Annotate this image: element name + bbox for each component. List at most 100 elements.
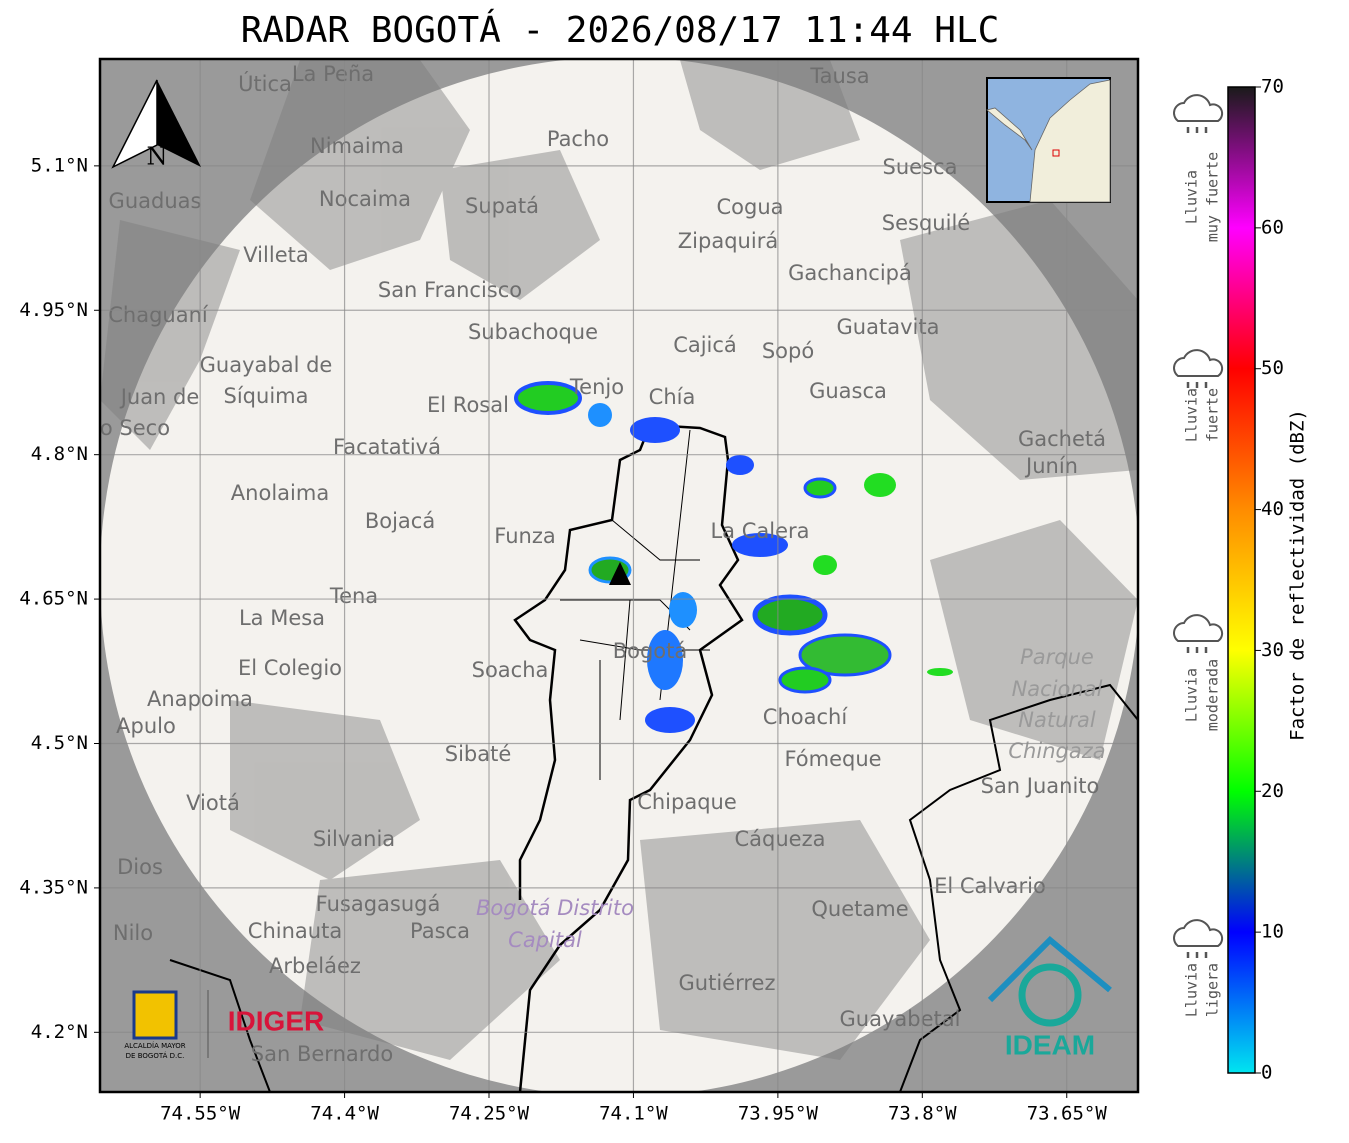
x-tick-label: 74.25°W [449,1103,530,1125]
colorbar [1227,86,1256,1074]
x-tick-label: 73.65°W [1027,1103,1108,1125]
place-label: Nilo [113,921,153,945]
y-tick-label: 4.8°N [31,443,88,465]
place-label: Soacha [472,658,549,682]
y-tick-label: 4.2°N [31,1021,88,1043]
place-label: Útica [238,71,292,96]
place-label: Guasca [809,379,887,403]
place-label: Nacional [1012,677,1103,701]
place-label: Cogua [716,195,783,219]
place-label: Supatá [465,194,539,218]
inset-map [986,77,1111,203]
y-tick-label: 4.95°N [19,299,88,321]
north-label: N [147,143,168,171]
x-tick-label: 74.4°W [310,1103,379,1125]
place-label: El Colegio [238,656,342,680]
colorbar-tick-label: 10 [1261,921,1284,943]
logo-text: DE BOGOTÁ D.C. [126,1051,185,1060]
place-label: Choachí [763,705,849,729]
rain-drops [1186,127,1208,133]
colorbar-tick-label: 50 [1261,357,1284,379]
place-label: San Francisco [378,278,522,302]
logo-text: IDIGER [228,1005,324,1036]
place-label: La Calera [710,519,809,543]
place-label: Bogotá Distrito [476,896,634,920]
rain-icon [1173,919,1224,947]
place-label: Anolaima [231,481,329,505]
y-tick-label: 4.65°N [19,588,88,610]
place-label: El Calvario [934,874,1046,898]
place-label: Gachetá [1018,427,1106,451]
place-label: Pasca [410,919,470,943]
place-label: La Mesa [239,606,325,630]
north-arrow: N [111,79,201,171]
place-label: Gachancipá [788,261,912,285]
colorbar-tick-label: 60 [1261,216,1284,238]
place-label: o Seco [100,416,170,440]
place-label: Chaguaní [108,303,209,327]
place-label: Cáqueza [735,827,826,851]
place-label: Cajicá [673,333,737,357]
place-label: Chingaza [1008,739,1105,763]
place-label: San Juanito [981,774,1100,798]
colorbar-tick-label: 70 [1261,76,1284,98]
place-label: Nocaima [319,187,411,211]
place-label: Quetame [811,897,908,921]
place-label: Apulo [116,714,176,738]
rain-legend-label: fuerte [1204,388,1222,442]
rain-legend-label: muy fuerte [1204,152,1222,242]
map-frame [98,57,1140,1094]
radar-site [609,562,631,585]
rain-legend-label: ligera [1204,963,1222,1017]
x-tick-label: 73.95°W [738,1103,819,1125]
place-label: Fómeque [784,747,881,771]
place-label: Tena [329,584,378,608]
place-label: Bogotá [613,639,688,663]
rain-icon [1173,349,1224,377]
place-label: Viotá [186,791,240,815]
place-label: Junín [1024,454,1078,478]
place-label: Natural [1018,708,1096,732]
y-tick-label: 4.35°N [19,876,88,898]
place-label: Silvania [313,827,395,851]
place-label: Chipaque [637,790,737,814]
colorbar-tick-label: 40 [1261,498,1284,520]
place-label: Dios [117,855,163,879]
logo-text: IDEAM [1005,1029,1095,1060]
rain-legend-label: Lluvia [1183,668,1201,722]
place-label: Sibaté [445,742,512,766]
rain-legend-label: Lluvia [1183,963,1201,1017]
rain-legend-label: Lluvia [1183,170,1201,224]
place-label: Gutiérrez [679,971,776,995]
logos: ALCALDÍA MAYOR DE BOGOTÁ D.C. IDIGER IDE… [124,935,1112,1060]
place-label: Funza [494,524,555,548]
place-label: Parque [1020,645,1094,669]
place-label: La Peña [292,62,374,86]
title: RADAR BOGOTÁ - 2026/08/17 11:44 HLC [241,9,1000,51]
place-label: Nimaima [310,134,404,158]
terrain [100,60,1138,1060]
place-label: Chinauta [248,919,342,943]
y-tick-label: 5.1°N [31,154,88,176]
colorbar-tick-label: 20 [1261,780,1284,802]
colorbar-tick-label: 30 [1261,639,1284,661]
rain-legend-label: moderada [1204,659,1222,731]
place-label: Tausa [809,64,869,88]
place-label: Chía [649,385,696,409]
y-tick-label: 4.5°N [31,732,88,754]
radar-echoes [514,381,953,733]
place-label: Arbeláez [269,954,361,978]
place-label: Subachoque [468,320,598,344]
rain-icon [1173,614,1224,642]
place-label: Sesquilé [882,211,970,235]
x-tick-label: 74.1°W [599,1103,668,1125]
place-label: Guatavita [837,315,940,339]
rain-drops [1186,952,1208,958]
place-label: Capital [508,928,582,952]
place-label: Bojacá [365,509,435,533]
colorbar-label: Factor de reflectividad (dBZ) [1287,409,1309,741]
rain-drops [1186,382,1208,388]
place-label: Guayabal de [200,353,333,377]
place-label: Pacho [547,127,609,151]
